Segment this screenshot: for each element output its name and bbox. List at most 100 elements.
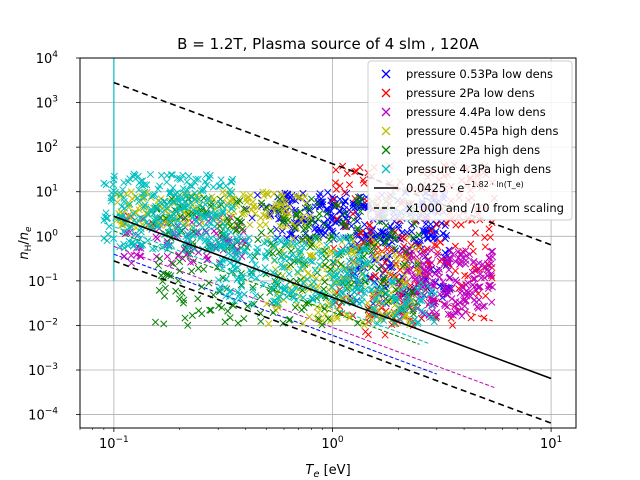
data-point: [381, 266, 389, 274]
data-point: [444, 257, 452, 266]
data-point: [165, 271, 173, 279]
data-point: [407, 297, 415, 305]
data-point: [367, 233, 375, 241]
data-point: [157, 271, 165, 280]
series-fit-line: [370, 275, 495, 323]
data-point: [282, 200, 290, 208]
data-point: [299, 319, 307, 328]
data-point: [219, 188, 227, 196]
data-point: [367, 274, 375, 282]
data-point: [310, 278, 318, 286]
data-point: [315, 225, 323, 233]
data-point: [257, 317, 265, 325]
data-point: [391, 244, 399, 252]
data-point: [129, 238, 137, 246]
data-point: [203, 195, 212, 203]
data-point: [327, 207, 335, 215]
data-point: [184, 321, 192, 329]
data-point: [238, 282, 246, 290]
data-point: [402, 248, 410, 256]
data-point: [245, 234, 253, 242]
data-point: [332, 250, 340, 258]
data-point: [392, 261, 400, 269]
data-point: [412, 303, 420, 311]
data-point: [286, 230, 294, 239]
data-point: [462, 260, 470, 268]
data-point: [223, 241, 232, 249]
data-point: [345, 181, 354, 189]
data-point: [102, 181, 110, 189]
data-point: [410, 235, 418, 243]
data-point: [408, 228, 416, 236]
data-point: [174, 277, 182, 285]
data-point: [368, 248, 376, 256]
data-point: [386, 269, 394, 277]
data-point: [298, 286, 306, 294]
data-point: [439, 278, 447, 286]
data-point: [451, 267, 459, 275]
data-point: [202, 252, 211, 260]
data-point: [414, 277, 423, 285]
legend-marker: [381, 107, 391, 117]
data-point: [467, 240, 475, 248]
legend-box: [367, 60, 573, 221]
data-point: [167, 272, 175, 280]
data-point: [250, 300, 258, 308]
data-point: [228, 175, 237, 183]
data-point: [358, 263, 367, 271]
data-point: [141, 188, 149, 196]
data-point: [436, 282, 444, 290]
data-point: [176, 213, 184, 221]
data-point: [363, 276, 371, 284]
data-point: [226, 190, 234, 198]
data-point: [355, 277, 363, 285]
data-point: [464, 279, 472, 287]
data-point: [234, 237, 242, 245]
data-point: [480, 302, 489, 310]
data-point: [356, 253, 364, 262]
data-point: [153, 253, 161, 261]
data-point: [419, 283, 427, 291]
data-point: [162, 207, 170, 215]
data-point: [221, 284, 229, 292]
data-point: [470, 275, 478, 283]
data-point: [456, 289, 464, 297]
data-point: [292, 212, 301, 220]
data-point: [305, 313, 313, 321]
data-point: [314, 199, 322, 208]
data-point: [131, 193, 139, 201]
data-point: [136, 214, 144, 222]
data-point: [336, 309, 344, 317]
data-point: [191, 178, 199, 186]
data-point: [455, 285, 463, 293]
data-point: [340, 274, 349, 282]
data-point: [239, 228, 247, 236]
data-point: [445, 266, 453, 274]
data-point: [467, 314, 475, 322]
data-point: [270, 241, 278, 249]
data-point: [372, 271, 380, 279]
data-point: [219, 219, 227, 228]
data-point: [133, 194, 142, 202]
data-point: [217, 241, 225, 249]
data-point: [166, 224, 174, 232]
data-point: [391, 309, 399, 317]
data-point: [449, 250, 457, 258]
data-point: [154, 185, 162, 193]
data-point: [226, 288, 234, 296]
data-point: [233, 248, 242, 256]
data-point: [329, 300, 337, 308]
data-point: [251, 210, 259, 218]
data-point: [127, 259, 136, 267]
y-tick-label: 104: [36, 50, 59, 67]
data-point: [481, 243, 489, 251]
data-point: [410, 220, 418, 228]
data-point: [487, 248, 495, 256]
data-point: [344, 269, 352, 277]
data-point: [425, 290, 434, 298]
data-point: [218, 303, 226, 312]
data-point: [214, 276, 223, 284]
data-point: [276, 222, 284, 230]
data-point: [422, 248, 430, 256]
data-point: [151, 217, 159, 225]
